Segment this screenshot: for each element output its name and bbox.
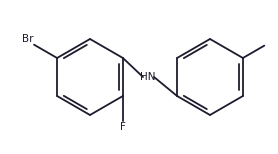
- Text: F: F: [120, 122, 126, 132]
- Text: Br: Br: [22, 34, 33, 44]
- Text: HN: HN: [140, 72, 156, 82]
